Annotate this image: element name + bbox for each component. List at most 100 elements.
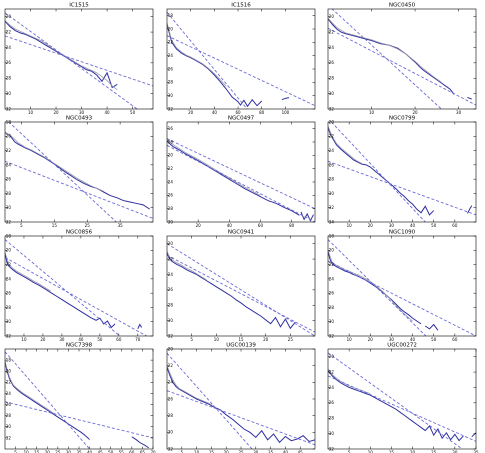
series-line-fit <box>5 257 148 336</box>
series-line-outer <box>328 126 363 164</box>
y-tick-label: 24 <box>329 276 335 281</box>
x-tick-label: 40 <box>78 337 84 342</box>
y-tick-label: 28 <box>168 206 174 211</box>
x-tick-label: 10 <box>194 450 200 453</box>
y-tick-label: 26 <box>329 400 335 405</box>
y-tick-label: 26 <box>6 402 12 407</box>
x-tick-label: 65 <box>140 450 146 453</box>
chart-panel: UGC00139 5 10 15 20 25 30 35 40 45 20 22 24 26 28 30 32 <box>166 343 316 453</box>
x-tick-label: 25 <box>85 223 91 228</box>
x-tick-label: 20 <box>188 110 194 115</box>
y-tick-label: 20 <box>6 14 12 19</box>
x-tick-label: 40 <box>283 450 289 453</box>
x-tick-label: 25 <box>288 337 294 342</box>
x-tick-label: 5 <box>181 450 184 453</box>
chart-panel: IC1516 20 40 60 80 100 18 20 22 24 26 28 30 32 <box>166 3 316 115</box>
chart-panel: NGC7398 5 10 15 20 25 30 35 40 45 50 55 60 65 70 18 20 22… <box>4 343 156 453</box>
x-tick-label: 20 <box>45 450 51 453</box>
series-line-profile <box>5 361 90 440</box>
x-tick-label: 60 <box>235 110 241 115</box>
y-tick-label: 24 <box>168 380 174 385</box>
axes-frame <box>327 235 477 337</box>
series-line-fit <box>328 375 476 442</box>
y-tick-label: 30 <box>329 191 335 196</box>
plot-area <box>328 239 476 336</box>
y-tick-label: 24 <box>6 276 12 281</box>
chart-title: IC1515 <box>69 3 89 9</box>
chart-title: UGC00139 <box>226 343 256 349</box>
chart-panel: NGC0450 10 20 30 20 22 24 26 28 30 32 <box>327 3 477 115</box>
y-tick-label: 26 <box>168 66 174 71</box>
x-tick-label: 45 <box>98 450 104 453</box>
series-line-fit <box>167 254 315 333</box>
plot-area <box>167 352 315 449</box>
series-line-profile <box>467 96 472 100</box>
plot-area <box>5 239 148 336</box>
y-tick-label: 28 <box>6 191 12 196</box>
y-tick-label: 26 <box>6 291 12 296</box>
y-tick-label: 28 <box>329 177 335 182</box>
x-tick-label: 40 <box>410 223 416 228</box>
chart-title: NGC7398 <box>66 343 93 349</box>
y-tick-label: 20 <box>6 248 12 253</box>
x-tick-label: 30 <box>79 110 85 115</box>
x-tick-label: 10 <box>24 450 30 453</box>
x-tick-label: 25 <box>238 450 244 453</box>
series-line-fit <box>331 9 442 109</box>
y-tick-label: 32 <box>6 219 12 224</box>
x-tick-label: 60 <box>116 337 122 342</box>
axes-frame <box>166 121 316 223</box>
y-tick-label: 20 <box>329 119 335 124</box>
axes-frame <box>166 348 316 450</box>
series-line-outer <box>328 368 371 394</box>
y-tick-label: 22 <box>168 40 174 45</box>
x-tick-label: 25 <box>431 450 437 453</box>
chart-title: UGC00272 <box>387 343 417 349</box>
x-tick-label: 30 <box>59 337 65 342</box>
y-tick-label: 28 <box>168 80 174 85</box>
y-tick-label: 22 <box>168 256 174 261</box>
y-tick-label: 26 <box>168 287 174 292</box>
series-line-profile <box>328 18 455 95</box>
y-tick-label: 28 <box>329 416 335 421</box>
chart-panel: NGC0493 5 15 25 35 18 20 22 24 26 28 30 32 <box>4 116 154 228</box>
y-tick-label: 30 <box>6 424 12 429</box>
y-tick-label: 32 <box>329 106 335 111</box>
x-tick-label: 80 <box>259 110 265 115</box>
chart-title: NGC1090 <box>389 230 416 236</box>
y-tick-label: 28 <box>168 303 174 308</box>
axes-frame <box>4 121 154 223</box>
y-tick-label: 22 <box>329 262 335 267</box>
x-tick-label: 20 <box>196 223 202 228</box>
x-tick-label: 20 <box>413 110 419 115</box>
series-line-profile <box>131 436 150 449</box>
x-tick-label: 35 <box>268 450 274 453</box>
x-tick-label: 20 <box>40 337 46 342</box>
series-line-fit <box>8 122 117 222</box>
chart-panel: NGC0856 10 20 30 40 50 60 70 18 20 22 24 26 28 30 32 <box>4 230 154 342</box>
series-line-profile <box>328 251 422 325</box>
axes-frame <box>4 8 154 110</box>
x-tick-label: 5 <box>20 223 23 228</box>
x-tick-label: 10 <box>369 110 375 115</box>
y-tick-label: 28 <box>329 76 335 81</box>
x-tick-label: 10 <box>347 337 353 342</box>
series-line-profile <box>167 252 296 330</box>
x-tick-label: 20 <box>368 223 374 228</box>
y-tick-label: 26 <box>168 396 174 401</box>
y-tick-label: 32 <box>168 446 174 451</box>
y-tick-label: 20 <box>6 134 12 139</box>
y-tick-label: 22 <box>6 148 12 153</box>
y-tick-label: 18 <box>6 358 12 363</box>
series-line-profile <box>5 253 116 329</box>
plot-area <box>5 12 153 109</box>
y-tick-label: 32 <box>6 106 12 111</box>
y-tick-label: 26 <box>329 291 335 296</box>
series-line-profile <box>5 20 118 89</box>
chart-title: IC1516 <box>231 3 251 9</box>
y-tick-label: 24 <box>6 45 12 50</box>
series-line-outer <box>5 20 118 91</box>
y-tick-label: 18 <box>6 233 12 238</box>
chart-panel: IC1515 10 20 30 40 50 20 22 24 26 28 30 32 <box>4 3 154 115</box>
